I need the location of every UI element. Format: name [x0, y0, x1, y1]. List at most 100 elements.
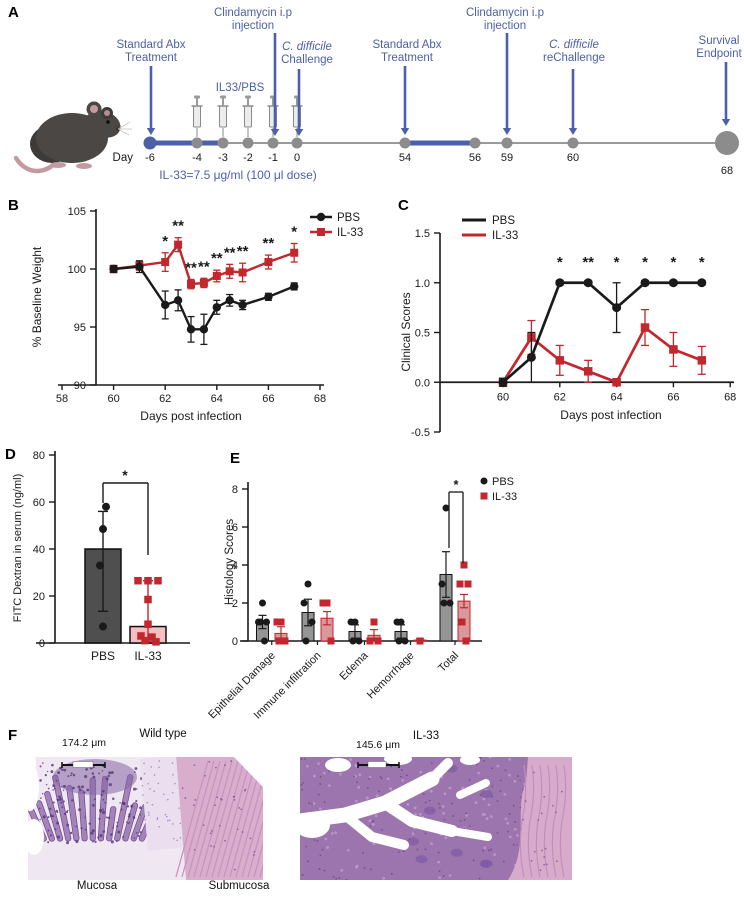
timeline-day-label: -2 [243, 152, 253, 164]
data-point-square [212, 271, 221, 280]
data-point-square [555, 356, 565, 365]
timeline-dot-day-68 [715, 131, 739, 155]
timeline-dot-day-60 [567, 137, 579, 149]
event-text-line2: Endpoint [696, 48, 742, 60]
muscle-stria [241, 798, 263, 878]
data-point-square [456, 580, 464, 588]
timeline-dot-day-0 [291, 137, 303, 149]
data-point-square [370, 618, 378, 626]
x-tick-label: 62 [554, 391, 566, 403]
data-point-circle [308, 618, 316, 626]
mouse-foot [50, 162, 66, 168]
error-bar [442, 551, 450, 598]
region-label-mucosa: Mucosa [76, 880, 118, 892]
mouse-head [85, 110, 121, 138]
data-point-circle [199, 325, 209, 334]
histology-title-il33: IL-33 [412, 730, 440, 742]
event-text-line2: injection [484, 20, 526, 32]
data-point-square [137, 632, 145, 640]
legend: PBS IL-33 [462, 215, 518, 242]
data-point-circle [395, 637, 403, 645]
event-text-line2: Treatment [125, 52, 178, 64]
y-tick-label: 90 [74, 380, 86, 392]
muscle-stria [266, 761, 298, 877]
data-point-circle [225, 296, 234, 305]
data-point-circle [347, 618, 355, 626]
data-point-square [462, 637, 470, 645]
muscle-stria [187, 760, 221, 878]
data-point-square [290, 248, 299, 257]
muscle-stria [247, 820, 263, 878]
timeline-day-label: -4 [192, 152, 202, 164]
data-point-square [612, 378, 621, 387]
y-tick-label: 100 [68, 264, 86, 276]
data-point-square [161, 258, 170, 267]
bar-group-IL-33-3 [413, 637, 427, 645]
timeline-dot-day-59 [501, 137, 513, 149]
timeline-day-label: 59 [501, 152, 513, 164]
bar-group-PBS [84, 502, 122, 644]
region-label-submucosa: Submucosa [208, 880, 270, 892]
y-tick-label: 0 [232, 636, 238, 648]
data-point-square [275, 637, 283, 645]
data-point-circle [440, 599, 448, 607]
x-tick-label: 60 [107, 393, 119, 405]
timeline-dot-day--4 [191, 137, 203, 149]
syringe-icon [242, 95, 254, 137]
y-tick-label: 0.0 [415, 377, 430, 389]
x-tick-label: 58 [56, 393, 68, 405]
panel-label-d: D [5, 446, 16, 463]
significance-star: * [557, 254, 563, 271]
x-tick-label: 64 [211, 393, 223, 405]
histology-title-wildtype: Wild type [139, 728, 187, 740]
event-text-line2: injection [232, 20, 274, 32]
data-point-square [144, 620, 152, 628]
data-point-circle [261, 637, 268, 645]
y-tick-label: 8 [232, 484, 238, 496]
data-point-square [144, 576, 152, 585]
muscle-stria [181, 760, 215, 878]
data-point-square [199, 278, 208, 287]
significance-star: * [291, 223, 297, 240]
data-point-square [277, 618, 285, 626]
event-arrow-head [721, 119, 731, 126]
y-tick-label: 0 [39, 638, 45, 650]
bar-group-IL-33-0 [273, 618, 289, 645]
y-tick-label: 1.0 [415, 278, 430, 290]
clinical-score-line-chart: -0.5 0.0 0.5 1.0 1.5 60 62 64 66 68 Days post infe… [399, 215, 736, 439]
data-point-circle [161, 300, 170, 310]
significance-star: * [614, 254, 620, 271]
data-point-circle [173, 296, 183, 305]
data-point-circle [442, 504, 450, 512]
bar-group-IL-33-2 [366, 618, 382, 645]
data-point-square [152, 638, 160, 646]
significance-star: ** [582, 254, 594, 271]
data-point-circle [304, 580, 312, 588]
significance-bracket: * [102, 467, 149, 555]
data-point-square [174, 240, 183, 249]
scale-bar-label-il33: 145.6 μm [356, 739, 400, 751]
bar-group-IL-33 [129, 576, 167, 646]
muscle-stria [253, 841, 263, 878]
syringe-icon [217, 95, 229, 137]
y-axis-title: % Baseline Weight [30, 246, 44, 347]
legend-label-il33: IL-33 [337, 227, 363, 239]
y-tick-label: 20 [33, 591, 45, 603]
timeline-day-label: 60 [567, 152, 579, 164]
event-arrow-head [502, 128, 512, 135]
data-point-square [458, 618, 466, 626]
data-point-circle [259, 599, 266, 607]
event-arrow-head [294, 129, 304, 136]
event-text-line1: Standard Abx [116, 39, 185, 51]
x-category-label: Total [436, 650, 461, 675]
significance-bracket: * [448, 477, 464, 563]
y-tick-label: 6 [232, 522, 238, 534]
timeline-day-label: 56 [469, 152, 481, 164]
micrograph-wildtype [28, 757, 298, 880]
data-point-circle [349, 637, 357, 645]
